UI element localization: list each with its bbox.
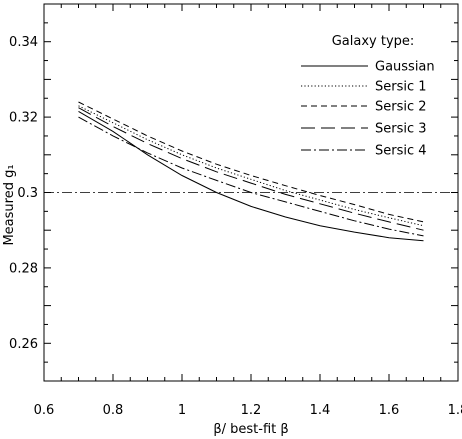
legend-label: Sersic 3 — [375, 122, 427, 137]
legend-label: Sersic 4 — [375, 144, 427, 159]
x-axis-label: β/ best-fit β — [213, 422, 288, 437]
y-tick-label: 0.28 — [9, 261, 38, 276]
legend-title: Galaxy type: — [332, 34, 415, 49]
y-tick-label: 0.34 — [9, 35, 38, 50]
series-line-sersic-3 — [78, 107, 424, 231]
x-tick-label: 0.6 — [34, 403, 55, 418]
legend-label: Gaussian — [375, 60, 435, 75]
y-tick-label: 0.26 — [9, 337, 38, 352]
y-tick-label: 0.32 — [9, 111, 38, 126]
series-line-sersic-4 — [78, 116, 424, 237]
x-tick-label: 1.4 — [310, 403, 331, 418]
series-line-gaussian — [78, 110, 424, 242]
legend-label: Sersic 2 — [375, 100, 427, 115]
legend: Galaxy type: Gaussian Sersic 1 Sersic 2 Ser… — [301, 34, 435, 159]
series-line-sersic-1 — [78, 105, 424, 227]
ticks-layer: 0.6 0.8 1 1.2 1.4 1.6 1.8 0.26 0.28 0.3 0.32 0.34 — [9, 3, 462, 418]
x-tick-label: 1.2 — [241, 403, 262, 418]
x-tick-label: 1.6 — [379, 403, 400, 418]
x-tick-label: 1 — [178, 403, 186, 418]
y-axis-label: Measured g₁ — [2, 164, 17, 245]
y-tick-label: 0.3 — [17, 186, 38, 201]
series-layer — [78, 101, 424, 242]
x-tick-label: 1.8 — [448, 403, 462, 418]
x-tick-label: 0.8 — [103, 403, 124, 418]
series-line-sersic-2 — [78, 101, 424, 223]
legend-label: Sersic 1 — [375, 80, 427, 95]
